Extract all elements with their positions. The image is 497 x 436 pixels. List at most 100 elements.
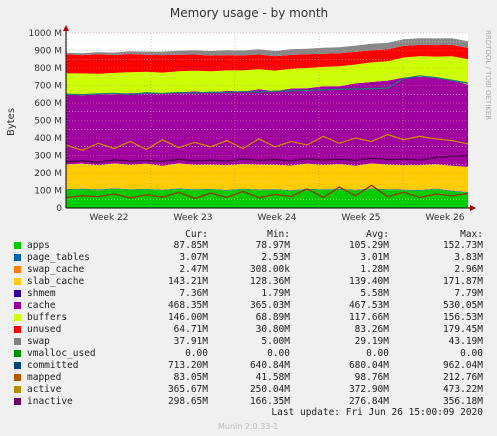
legend-swatch (14, 362, 21, 369)
y-tick-label: 900 M (34, 47, 62, 57)
legend-avg: 372.90M (348, 384, 389, 395)
legend-max: 2.96M (454, 264, 483, 275)
legend-avg: 276.84M (348, 396, 389, 407)
legend-avg: 3.01M (360, 252, 389, 263)
legend-name: buffers (27, 312, 68, 323)
legend-min: 2.53M (261, 252, 290, 263)
legend-max: 179.45M (442, 324, 483, 335)
legend-name: page_tables (27, 252, 90, 263)
area-slab_cache (66, 163, 468, 192)
legend-row-cache: cache 468.35M 365.03M 467.53M 530.05M (0, 300, 497, 312)
y-tick-label: 300 M (34, 152, 62, 162)
legend-swatch (14, 338, 21, 345)
legend-row-active: active 365.67M 250.04M 372.90M 473.22M (0, 384, 497, 396)
legend-header-avg: Avg: (366, 229, 389, 240)
legend-name: vmalloc_used (27, 348, 96, 359)
legend-cur: 298.65M (167, 396, 208, 407)
legend-row-committed: committed 713.20M 640.84M 680.04M 962.04M (0, 360, 497, 372)
rrdtool-watermark: RRDTOOL / TOBI OETIKER (484, 30, 492, 120)
legend-max: 171.87M (442, 276, 483, 287)
legend-max: 212.76M (442, 372, 483, 383)
x-tick-label: Week 26 (426, 213, 465, 223)
legend-max: 530.05M (442, 300, 483, 311)
legend-avg: 680.04M (348, 360, 389, 371)
legend-swatch (14, 290, 21, 297)
legend-min: 78.97M (255, 240, 290, 251)
legend-avg: 117.66M (348, 312, 389, 323)
legend-min: 0.00 (267, 348, 290, 359)
line-series (65, 75, 469, 200)
legend-header-min: Min: (267, 229, 290, 240)
legend-swatch (14, 302, 21, 309)
legend-min: 68.89M (255, 312, 290, 323)
line-inactive (65, 155, 469, 163)
legend-row-slab_cache: slab_cache 143.21M 128.36M 139.40M 171.87M (0, 276, 497, 288)
legend-min: 1.79M (261, 288, 290, 299)
line-committed (65, 75, 469, 96)
legend-name: mapped (27, 372, 62, 383)
legend-max: 7.79M (454, 288, 483, 299)
legend-name: active (27, 384, 62, 395)
y-axis-label: Bytes (6, 108, 17, 136)
legend-name: swap_cache (27, 264, 85, 275)
legend-name: committed (27, 360, 79, 371)
legend-row-swap: swap 37.91M 5.00M 29.19M 43.19M (0, 336, 497, 348)
legend-cur: 83.05M (173, 372, 208, 383)
x-axis-arrow (470, 205, 476, 211)
legend-cur: 468.35M (167, 300, 208, 311)
legend-cur: 143.21M (167, 276, 208, 287)
area-apps (66, 188, 468, 208)
x-tick-label: Week 23 (174, 213, 213, 223)
legend-min: 30.80M (255, 324, 290, 335)
y-tick-label: 1000 M (28, 29, 62, 39)
legend-cur: 64.71M (173, 324, 208, 335)
legend-swatch (14, 374, 21, 381)
line-active (65, 133, 469, 151)
y-tick-label: 400 M (34, 134, 62, 144)
last-update: Last update: Fri Jun 26 15:00:09 2020 (271, 407, 483, 418)
y-tick-label: 700 M (34, 82, 62, 92)
legend-min: 5.00M (261, 336, 290, 347)
legend-avg: 105.29M (348, 240, 389, 251)
legend-avg: 29.19M (354, 336, 389, 347)
legend-swatch (14, 326, 21, 333)
legend-min: 308.00k (249, 264, 290, 275)
grid-lines (66, 32, 468, 208)
legend-name: swap (27, 336, 50, 347)
legend-min: 41.58M (255, 372, 290, 383)
legend-cur: 146.00M (167, 312, 208, 323)
legend-swatch (14, 386, 21, 393)
legend-name: shmem (27, 288, 56, 299)
y-axis-arrow (63, 25, 69, 31)
legend-avg: 98.76M (354, 372, 389, 383)
x-tick-label: Week 24 (258, 213, 297, 223)
area-buffers (66, 56, 468, 96)
munin-credit: Munin 2.0.33-1 (218, 422, 279, 431)
legend-cur: 2.47M (179, 264, 208, 275)
legend-cur: 365.67M (167, 384, 208, 395)
legend-row-unused: unused 64.71M 30.80M 83.26M 179.45M (0, 324, 497, 336)
legend-cur: 37.91M (173, 336, 208, 347)
legend-avg: 467.53M (348, 300, 389, 311)
legend-swatch (14, 350, 21, 357)
legend-swatch (14, 398, 21, 405)
legend-row-apps: apps 87.85M 78.97M 105.29M 152.73M (0, 240, 497, 252)
legend-swatch (14, 254, 21, 261)
legend-name: unused (27, 324, 62, 335)
legend-header-cur: Cur: (185, 229, 208, 240)
legend-max: 156.53M (442, 312, 483, 323)
y-axis-ticks: 0 100 M 200 M 300 M 400 M 500 M 600 M 700 M 800 … (28, 29, 62, 214)
legend-avg: 5.58M (360, 288, 389, 299)
legend-row-buffers: buffers 146.00M 68.89M 117.66M 156.53M (0, 312, 497, 324)
area-swap (66, 38, 468, 57)
area-cache (66, 76, 468, 167)
y-tick-label: 0 (56, 204, 62, 214)
y-tick-label: 100 M (34, 187, 62, 197)
legend-avg: 83.26M (354, 324, 389, 335)
legend-max: 3.83M (454, 252, 483, 263)
x-tick-label: Week 22 (90, 213, 129, 223)
legend-name: cache (27, 300, 56, 311)
legend-min: 640.84M (249, 360, 290, 371)
legend-cur: 0.00 (185, 348, 208, 359)
